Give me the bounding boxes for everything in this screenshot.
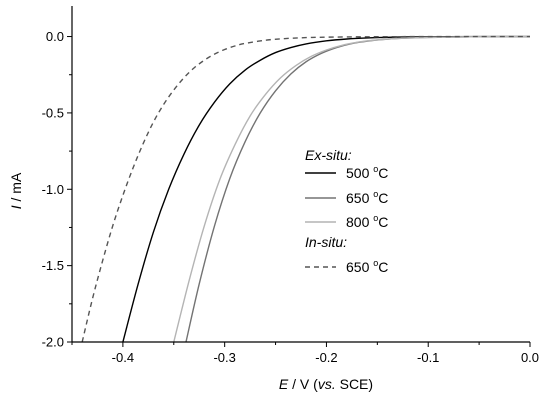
- series-line-0: [122, 35, 531, 343]
- legend-group-in-situ: In-situ:: [305, 234, 347, 250]
- legend: Ex-situ: 500 oC 650 oC 800 oC In-situ: 6…: [305, 147, 388, 275]
- y-tick-label: 0.0: [46, 29, 64, 44]
- y-tick-label: -1.0: [42, 182, 64, 197]
- y-tick-label: -1.5: [42, 258, 64, 273]
- legend-label-500: 500 oC: [346, 164, 388, 181]
- y-axis-title: I / mA: [8, 172, 24, 209]
- series-line-3: [81, 35, 530, 343]
- legend-group-ex-situ: Ex-situ:: [305, 147, 352, 163]
- y-tick-label: -0.5: [42, 105, 64, 120]
- legend-label-800: 800 oC: [346, 213, 388, 230]
- x-tick-label: -0.3: [213, 350, 235, 365]
- axes-group: [71, 6, 530, 343]
- x-tick-label: -0.4: [112, 350, 134, 365]
- ticks-group: -0.4 -0.3 -0.2 -0.1 0.0 0.0 -0.5 -1.0 -1.5 -2.0: [42, 29, 539, 365]
- y-tick-label: -2.0: [42, 335, 64, 350]
- x-tick-label: -0.2: [315, 350, 337, 365]
- series-line-2: [173, 35, 531, 343]
- x-axis-title: E / V (vs. SCE): [279, 376, 373, 392]
- x-tick-label: -0.1: [417, 350, 439, 365]
- legend-label-650-in-situ: 650 oC: [346, 258, 388, 275]
- plot-series-group: [81, 35, 531, 343]
- x-tick-label: 0.0: [521, 350, 539, 365]
- legend-label-650: 650 oC: [346, 189, 388, 206]
